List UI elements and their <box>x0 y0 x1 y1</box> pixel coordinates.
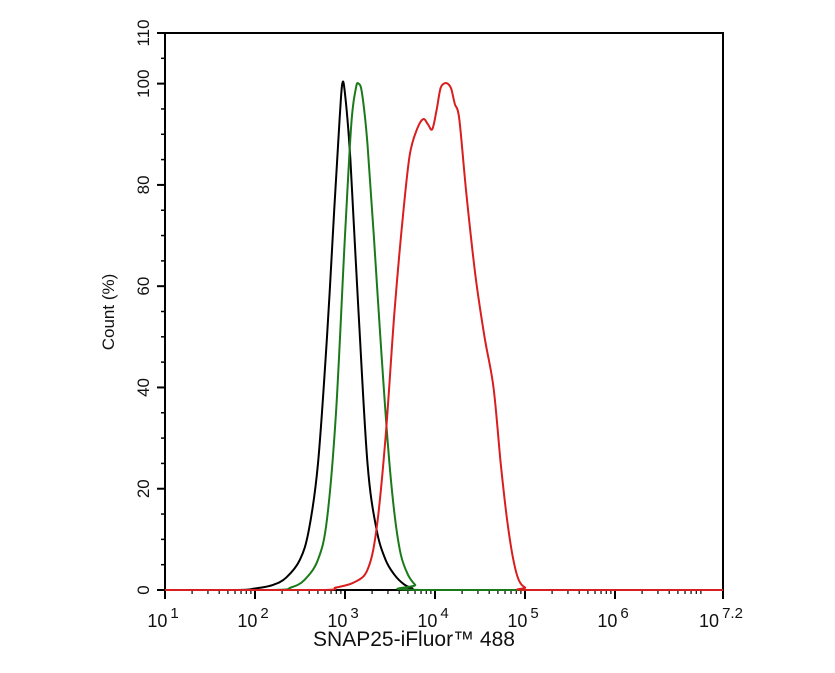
y-tick-label: 100 <box>134 69 153 97</box>
x-tick-label: 10 1 <box>147 605 178 631</box>
x-axis-label: SNAP25-iFluor™ 488 <box>313 628 515 651</box>
y-tick-label: 40 <box>134 378 153 397</box>
series-red-line <box>165 82 723 592</box>
x-tick-label: 10 3 <box>327 605 358 631</box>
y-tick-label: 60 <box>134 277 153 296</box>
x-tick-label: 10 5 <box>507 605 538 631</box>
y-tick-label: 20 <box>134 479 153 498</box>
x-axis: 10 1 10 2 10 3 10 4 10 5 10 6 10 7.2 <box>147 590 743 631</box>
x-tick-label: 10 2 <box>237 605 268 631</box>
series-black-line <box>165 80 723 592</box>
y-axis: 0 20 40 60 80 100 110 <box>134 19 165 595</box>
series-layer <box>165 80 723 592</box>
y-tick-label: 0 <box>134 585 153 594</box>
plot-border <box>164 32 724 591</box>
series-green-line <box>165 82 723 592</box>
x-tick-label: 10 6 <box>597 605 628 631</box>
x-tick-label: 10 4 <box>417 605 448 631</box>
y-tick-label: 110 <box>134 19 153 46</box>
plot-frame <box>164 32 724 591</box>
y-tick-label: 80 <box>134 175 153 194</box>
x-tick-label: 10 7.2 <box>699 605 743 631</box>
y-axis-label: Count (%) <box>99 274 118 351</box>
